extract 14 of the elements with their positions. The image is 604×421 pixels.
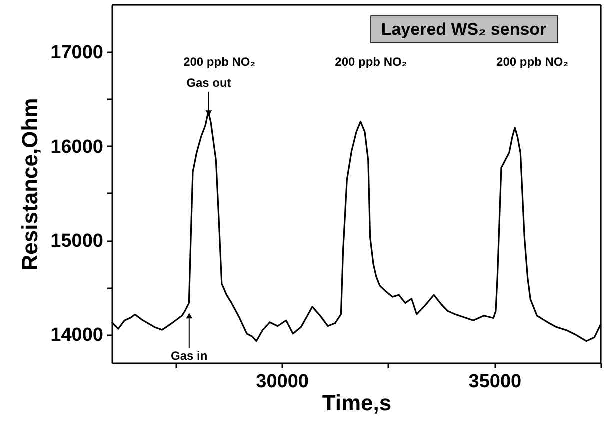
y-tick-label: 15000: [50, 231, 104, 252]
x-axis-title: Time,s: [322, 390, 392, 416]
x-tick-label: 30000: [256, 372, 310, 392]
annotation: 200 ppb NO₂: [184, 55, 256, 69]
annotation: Gas in: [171, 349, 208, 364]
text: Layered WS₂ sensor: [381, 20, 548, 39]
y-tick-label: 17000: [50, 42, 104, 64]
y-tick-label: 14000: [50, 325, 104, 346]
annotation: 200 ppb NO₂: [496, 55, 569, 69]
x-tick-label: 35000: [468, 372, 522, 392]
annotation: 200 ppb NO₂: [335, 55, 408, 69]
y-tick-label: 16000: [50, 136, 104, 158]
annotation: Gas out: [186, 76, 232, 90]
y-axis-title: Resistance,Ohm: [18, 98, 43, 271]
